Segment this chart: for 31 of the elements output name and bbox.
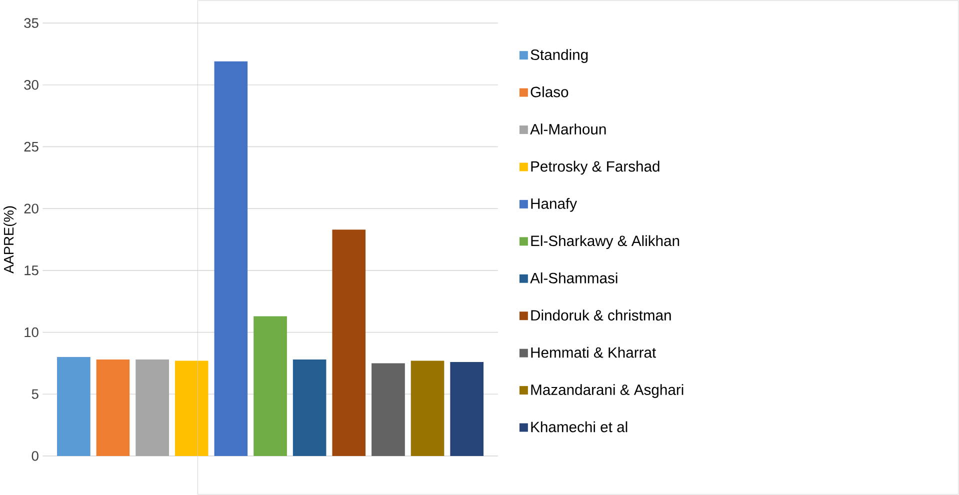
y-tick-label: 15 bbox=[24, 266, 38, 276]
legend-label: Khamechi et al bbox=[531, 421, 628, 432]
y-tick-label: 25 bbox=[24, 142, 38, 152]
legend-label: Glaso bbox=[530, 86, 568, 98]
y-tick-label: 5 bbox=[32, 389, 38, 399]
legend-label: Mazandarani & Asghari bbox=[531, 384, 684, 398]
legend-label: Standing bbox=[530, 49, 588, 63]
bar bbox=[136, 360, 170, 456]
legend-label: Hanafy bbox=[531, 198, 578, 212]
bar bbox=[410, 360, 444, 456]
bar bbox=[57, 357, 90, 456]
bar bbox=[96, 360, 130, 456]
legend-label: Al-Marhoun bbox=[530, 124, 606, 135]
bar bbox=[450, 362, 484, 456]
legend-label: El-Sharkawy & Alikhan bbox=[531, 235, 680, 250]
y-tick-label: 30 bbox=[24, 80, 38, 90]
legend-label: Al-Shammasi bbox=[530, 272, 618, 284]
legend-label: Petrosky & Farshad bbox=[531, 160, 660, 175]
bar bbox=[332, 230, 366, 456]
bar bbox=[292, 360, 326, 456]
y-tick-label: 0 bbox=[32, 451, 38, 461]
legend-label: Hemmati & Kharrat bbox=[531, 346, 656, 358]
legend-label: Dindoruk & christman bbox=[531, 310, 671, 321]
y-tick-label: 20 bbox=[24, 204, 38, 214]
bar bbox=[372, 363, 405, 456]
bar bbox=[214, 61, 248, 456]
y-tick-label: 10 bbox=[24, 327, 38, 338]
bar bbox=[174, 360, 208, 456]
bar bbox=[254, 316, 287, 456]
y-tick-label: 35 bbox=[24, 18, 38, 28]
y-axis-title: AAPRE(%) bbox=[4, 206, 16, 274]
